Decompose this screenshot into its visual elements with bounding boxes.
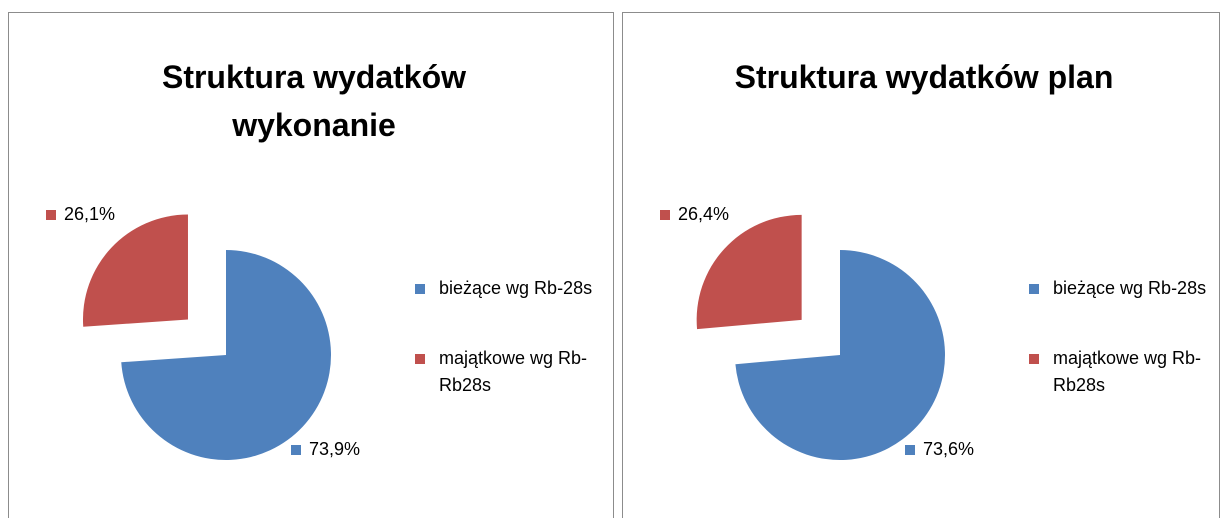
pie xyxy=(696,214,945,461)
chart-panel: Struktura wydatków wykonanie 73,9% 26,1% bi… xyxy=(8,12,614,518)
legend-label: bieżące wg Rb-28s xyxy=(1053,278,1207,298)
legend-label: bieżące wg Rb-28s xyxy=(439,278,593,298)
legend-marker xyxy=(1029,354,1039,364)
pie xyxy=(82,214,332,460)
legend-marker xyxy=(415,284,425,294)
pie-slice xyxy=(696,214,802,330)
data-label: 73,6% xyxy=(923,439,975,459)
pie-slice xyxy=(121,250,332,460)
data-label: 26,1% xyxy=(64,204,116,224)
pie-slice xyxy=(735,250,945,461)
label-marker xyxy=(291,445,301,455)
legend-marker xyxy=(1029,284,1039,294)
legend-label: majątkowe wg Rb-Rb28s xyxy=(439,348,588,395)
data-label: 73,9% xyxy=(309,439,361,459)
legend-label: majątkowe wg Rb-Rb28s xyxy=(1053,348,1202,395)
label-marker xyxy=(660,210,670,220)
chart-panel: Struktura wydatków plan 73,6% 26,4% bieżące… xyxy=(622,12,1220,518)
label-marker xyxy=(46,210,56,220)
chart-title: Struktura wydatków plan xyxy=(734,59,1114,95)
pie-slice xyxy=(82,214,188,327)
data-label: 26,4% xyxy=(678,204,730,224)
label-marker xyxy=(905,445,915,455)
chart-title: Struktura wydatków wykonanie xyxy=(161,59,467,143)
legend-marker xyxy=(415,354,425,364)
